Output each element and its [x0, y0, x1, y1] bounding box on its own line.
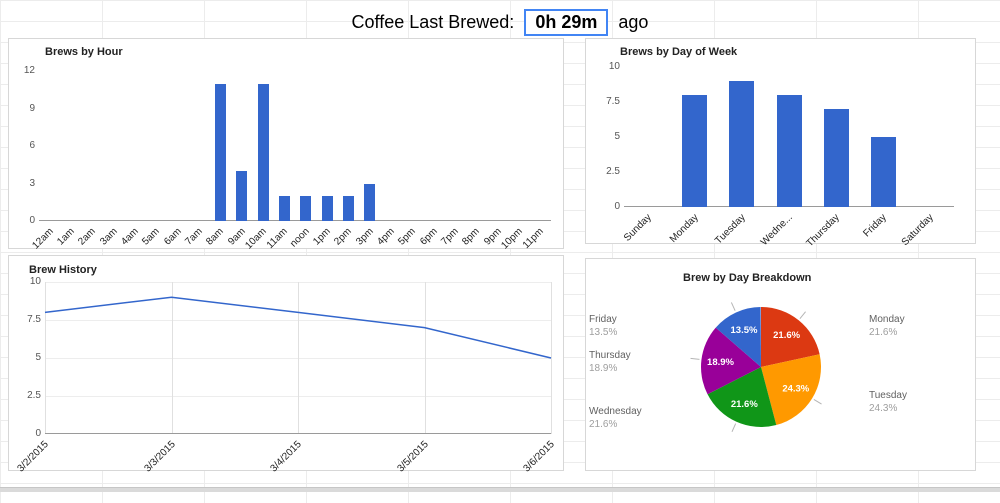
pie-label-percent: 24.3% — [869, 403, 898, 415]
x-axis-label: 3/6/2015 — [521, 439, 557, 475]
history-line-series[interactable] — [44, 296, 552, 359]
y-axis-label: 2.5 — [606, 166, 620, 177]
pie-slice-tuesday[interactable] — [761, 354, 821, 426]
pie-label-name: Friday — [589, 314, 617, 325]
bar-Friday[interactable] — [870, 137, 896, 207]
pie-leader-line — [813, 398, 822, 405]
bar-noon[interactable] — [300, 196, 312, 221]
chart-panel-brew-breakdown[interactable]: Brew by Day Breakdown 21.6% 24.3% 21.6% 18.… — [585, 258, 976, 471]
pie-leader-line — [690, 357, 700, 360]
sheet-bottom-edge — [0, 487, 1000, 492]
pie-label-percent: 21.6% — [589, 419, 618, 430]
bar-9am[interactable] — [236, 171, 248, 221]
y-axis-label: 0 — [35, 428, 41, 439]
last-brewed-header: Coffee Last Brewed: 0h 29m ago — [0, 9, 1000, 36]
x-axis-label: 3/2/2015 — [15, 439, 51, 475]
x-axis-label: 3/5/2015 — [394, 439, 431, 475]
x-axis-line — [39, 220, 551, 221]
chart-title-brew-breakdown: Brew by Day Breakdown — [683, 272, 812, 284]
last-brewed-label: Coffee Last Brewed: — [351, 12, 515, 32]
pie-label-percent: 13.5% — [589, 327, 618, 338]
pie-label-friday: Friday 13.5% — [589, 313, 617, 339]
bar-1pm[interactable] — [321, 196, 333, 221]
pie-inner-label-wednesday: 21.6% — [731, 399, 758, 410]
pie-label-tuesday: Tuesday 24.3% — [869, 389, 907, 415]
history-line-svg — [44, 296, 552, 359]
y-axis-label: 7.5 — [27, 314, 41, 325]
x-axis-label: 3/3/2015 — [141, 439, 178, 475]
y-axis-label: 3 — [29, 177, 35, 189]
bar-Thursday[interactable] — [823, 109, 849, 207]
pie-slice-friday[interactable] — [715, 307, 761, 367]
y-axis-label: 9 — [29, 102, 35, 114]
pie-label-monday: Monday 21.6% — [869, 313, 905, 339]
gridline-vertical — [424, 282, 426, 434]
gridline-vertical — [298, 282, 299, 434]
pie-inner-label-tuesday: 24.3% — [782, 383, 809, 394]
pie-label-wednesday: Wednesday 21.6% — [589, 405, 642, 431]
pie-label-name: Wednesday — [589, 406, 642, 417]
pie-leader-line — [731, 423, 737, 433]
bar-8am[interactable] — [214, 83, 226, 221]
pie-chart: 21.6% 24.3% 21.6% 18.9% 13.5% — [690, 302, 822, 433]
brews-by-hour-plot: 0 3 6 9 12 12am 1am 2am 3am 4am 5am 6am 7am 8am 9am 10a… — [24, 65, 551, 251]
pie-leader-line — [730, 302, 736, 311]
bar-2pm[interactable] — [342, 196, 354, 221]
y-axis-label: 0 — [29, 215, 35, 226]
bar-Wedne...[interactable] — [776, 95, 802, 207]
y-axis-label: 2.5 — [27, 390, 41, 401]
chart-panel-brews-by-day[interactable]: Brews by Day of Week 0 2.5 5 7.5 10 Sunday Mon… — [585, 38, 976, 249]
brew-breakdown-pie-area: 21.6% 24.3% 21.6% 18.9% 13.5% Monday 21.6% Tues… — [586, 287, 975, 466]
pie-inner-label-monday: 21.6% — [773, 330, 800, 341]
pie-label-thursday: Thursday 18.9% — [589, 349, 631, 375]
y-axis-label: 0 — [614, 201, 620, 212]
x-axis-label: 3/4/2015 — [268, 439, 304, 475]
pie-inner-label-thursday: 18.9% — [707, 357, 734, 368]
y-axis-label: 5 — [614, 131, 620, 142]
y-axis-label: 7.5 — [606, 96, 620, 107]
y-axis-label: 5 — [35, 352, 41, 363]
pie-label-percent: 21.6% — [869, 327, 898, 338]
chart-panel-brews-by-hour[interactable]: Brews by Hour 0 3 6 9 12 12am 1am 2am 3am 4am 5am 6… — [8, 38, 564, 251]
y-axis-label: 12 — [23, 65, 35, 76]
y-axis-label: 10 — [29, 276, 41, 287]
gridline-vertical — [171, 282, 173, 434]
last-brewed-cell[interactable]: 0h 29m — [524, 9, 609, 36]
pie-label-name: Tuesday — [869, 390, 907, 402]
gridline-vertical — [551, 282, 552, 434]
gridline-vertical — [45, 282, 46, 434]
pie-slice-thursday[interactable] — [701, 327, 761, 395]
pie-slice-wednesday[interactable] — [707, 367, 777, 427]
y-axis-label: 10 — [608, 61, 620, 72]
bar-3pm[interactable] — [364, 183, 376, 221]
bar-11am[interactable] — [278, 196, 290, 221]
y-axis-label: 6 — [29, 140, 35, 151]
brew-history-plot: 0 2.5 5 7.5 10 3/2/2015 3/3/2015 3/4/2015 3/5/20… — [15, 276, 556, 474]
last-brewed-suffix: ago — [618, 12, 649, 32]
pie-slice-monday[interactable] — [761, 307, 820, 367]
pie-label-name: Monday — [869, 314, 905, 325]
pie-leader-line — [799, 311, 806, 320]
bar-Monday[interactable] — [682, 95, 708, 207]
bar-Tuesday[interactable] — [729, 81, 755, 207]
brews-by-day-plot: 0 2.5 5 7.5 10 Sunday Monday Tuesday Wedne... Thu… — [606, 61, 954, 249]
chart-panel-brew-history[interactable]: Brew History 0 2.5 5 7.5 10 3/2/2015 3/3/2015 3… — [8, 255, 564, 474]
chart-title-brews-by-hour: Brews by Hour — [45, 46, 123, 58]
x-axis-line — [45, 433, 551, 434]
pie-label-name: Thursday — [589, 350, 631, 362]
chart-title-brews-by-day: Brews by Day of Week — [620, 46, 738, 58]
pie-label-percent: 18.9% — [589, 363, 618, 375]
pie-inner-label-friday: 13.5% — [731, 325, 758, 336]
chart-title-brew-history: Brew History — [29, 264, 97, 276]
bar-10am[interactable] — [257, 83, 269, 221]
